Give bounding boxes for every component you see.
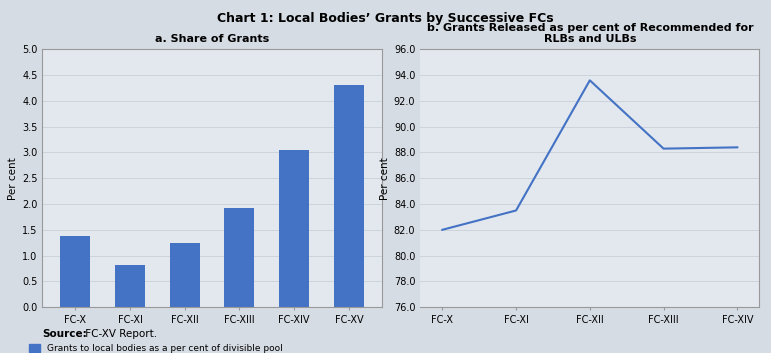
- Text: Source:: Source:: [42, 329, 87, 339]
- Text: FC-XV Report.: FC-XV Report.: [82, 329, 157, 339]
- Legend: Grants to local bodies as a per cent of divisible pool: Grants to local bodies as a per cent of …: [25, 341, 287, 353]
- Bar: [279, 150, 309, 307]
- Y-axis label: Per cent: Per cent: [379, 157, 389, 200]
- Title: a. Share of Grants: a. Share of Grants: [155, 35, 269, 44]
- Y-axis label: Per cent: Per cent: [8, 157, 18, 200]
- Title: b. Grants Released as per cent of Recommended for
RLBs and ULBs: b. Grants Released as per cent of Recomm…: [426, 23, 753, 44]
- Bar: [60, 236, 90, 307]
- Text: Chart 1: Local Bodies’ Grants by Successive FCs: Chart 1: Local Bodies’ Grants by Success…: [217, 12, 554, 25]
- Bar: [115, 265, 145, 307]
- Bar: [334, 85, 364, 307]
- Bar: [224, 208, 254, 307]
- Bar: [170, 243, 200, 307]
